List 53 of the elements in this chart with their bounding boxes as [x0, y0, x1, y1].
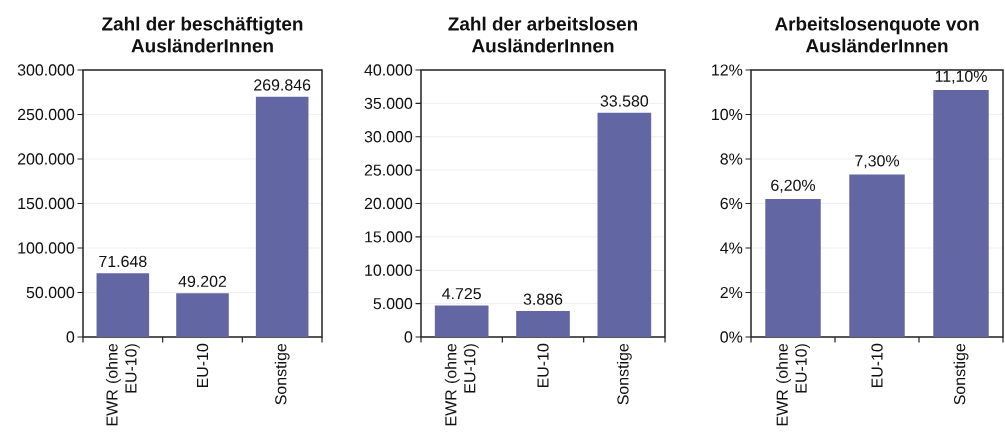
y-tick-label: 5.000 [373, 297, 413, 310]
x-tick-label: Sonstige [616, 343, 632, 405]
y-tick-label: 6% [720, 197, 743, 210]
y-tick-label: 25.000 [364, 164, 413, 176]
y-tick-label: 0 [66, 331, 75, 343]
y-tick-label: 35.000 [364, 97, 413, 110]
x-tick-label: EU-10 [196, 343, 209, 388]
y-tick-label: 15.000 [365, 231, 413, 243]
y-tick-label: 0 [404, 331, 413, 343]
y-tick-label: 100.000 [18, 242, 75, 254]
bar [176, 293, 229, 337]
y-tick-label: 150.000 [18, 197, 75, 210]
bar [516, 311, 570, 337]
y-tick-label: 20.000 [364, 197, 413, 210]
y-tick-label: 200.000 [17, 153, 75, 165]
data-label: 11,10% [935, 70, 987, 84]
bar [255, 96, 309, 337]
y-tick-label: 40.000 [364, 64, 413, 76]
data-label: 3.886 [523, 293, 563, 305]
y-tick-label: 300.000 [17, 64, 75, 76]
x-tick-label: EU-10 [871, 343, 883, 388]
x-tick-label: Sonstige [953, 343, 969, 405]
chart-title: Arbeitslosenquote von AusländerInnen [774, 16, 979, 53]
y-tick-label: 4% [720, 242, 743, 254]
y-tick-label: 10.000 [365, 264, 413, 276]
x-tick-label: EWR (ohne EU-10) [444, 343, 479, 426]
data-label: 4.725 [442, 287, 481, 300]
x-tick-label: Sonstige [274, 343, 290, 405]
y-tick-label: 250.000 [17, 108, 75, 121]
bar [849, 174, 905, 337]
chart-title: Zahl der arbeitslosen AusländerInnen [448, 16, 638, 53]
y-tick-label: 8% [720, 153, 743, 165]
bar [597, 112, 652, 337]
y-tick-label: 30.000 [364, 131, 413, 143]
x-tick-label: EU-10 [537, 343, 549, 388]
data-label: 71.648 [99, 255, 147, 268]
bar [933, 90, 989, 337]
data-label: 6,20% [771, 179, 816, 193]
data-label: 33.580 [600, 95, 649, 107]
x-tick-label: EWR (ohne EU-10) [776, 343, 810, 426]
x-tick-label: EWR (ohne EU-10) [105, 343, 140, 426]
bar [765, 199, 821, 337]
y-tick-label: 10% [712, 108, 743, 121]
data-label: 269.846 [254, 79, 311, 91]
y-tick-label: 0% [720, 331, 743, 343]
y-tick-label: 2% [720, 286, 743, 299]
y-tick-label: 50.000 [26, 286, 75, 299]
chart-title: Zahl der beschäftigten AusländerInnen [102, 16, 303, 53]
bar [96, 273, 150, 337]
data-label: 7,30% [855, 155, 900, 169]
bar [434, 305, 489, 337]
y-tick-label: 12% [712, 64, 743, 76]
data-label: 49.202 [178, 275, 227, 288]
